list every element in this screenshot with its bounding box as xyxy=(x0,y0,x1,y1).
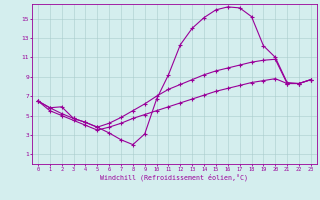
X-axis label: Windchill (Refroidissement éolien,°C): Windchill (Refroidissement éolien,°C) xyxy=(100,173,248,181)
